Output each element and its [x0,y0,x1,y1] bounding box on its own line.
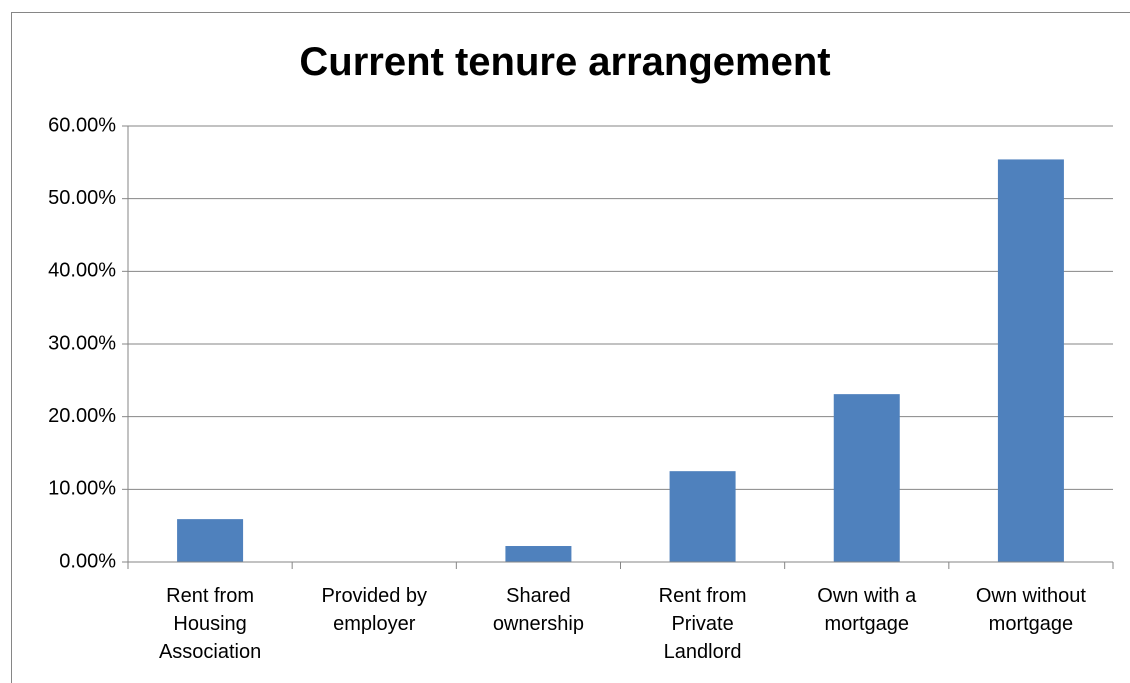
x-tick-label: Provided by employer [321,585,428,635]
x-tick-label: Rent from Private Landlord [658,585,747,663]
y-tick-label: 30.00% [48,332,116,354]
bar [997,159,1064,562]
chart-border [11,12,1130,683]
y-tick-label: 0.00% [59,550,116,572]
chart-title: Current tenure arrangement [299,40,831,84]
x-tick-label: Own without mortgage [975,585,1086,635]
x-tick-label: Rent from Housing Association [158,585,262,663]
bar [177,519,244,562]
bar [505,546,572,562]
bar [669,471,736,562]
bar [833,394,900,562]
y-tick-label: 60.00% [48,114,116,136]
y-tick-label: 10.00% [48,478,116,500]
y-tick-label: 20.00% [48,405,116,427]
x-tick-label: Shared ownership [492,585,584,635]
x-tick-label: Own with a mortgage [817,585,917,635]
y-tick-label: 40.00% [48,260,116,282]
y-tick-label: 50.00% [48,187,116,209]
